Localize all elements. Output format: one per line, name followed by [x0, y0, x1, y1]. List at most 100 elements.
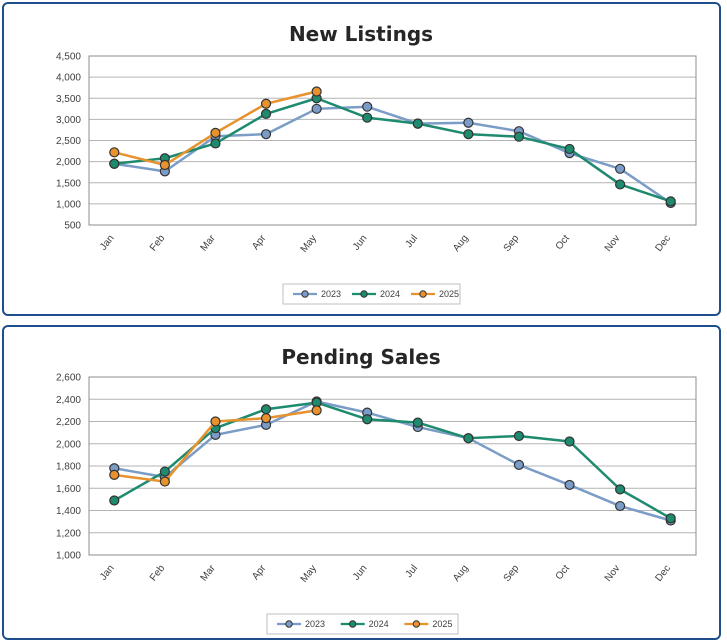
x-tick-label: May	[299, 563, 319, 585]
legend-label: 2024	[380, 289, 400, 299]
y-tick-label: 1,000	[56, 551, 81, 562]
y-tick-label: 2,200	[56, 417, 81, 428]
data-point	[362, 101, 373, 112]
y-tick-label: 2,600	[56, 373, 81, 384]
data-point	[665, 513, 676, 524]
new-listings-chart: New Listings 500 1,000 1,500 2,000 2,500 3,00…	[56, 22, 697, 305]
data-point	[109, 147, 120, 158]
legend-item-2025: 2025	[411, 289, 459, 299]
data-point	[564, 436, 575, 447]
legend-label: 2023	[305, 619, 325, 629]
x-tick-label: Sep	[502, 233, 522, 254]
x-tick-label: Jun	[351, 233, 370, 252]
legend-item-2024: 2024	[340, 619, 389, 629]
x-tick-label: Jan	[98, 233, 117, 252]
x-tick-label: Oct	[554, 233, 572, 252]
data-point	[210, 127, 221, 138]
data-point	[665, 196, 676, 207]
plot-area	[88, 376, 697, 556]
y-tick-label: 500	[64, 221, 81, 232]
x-tick-label: Feb	[148, 563, 168, 584]
data-point	[260, 98, 272, 109]
data-point	[513, 131, 525, 142]
legend-item-2024: 2024	[352, 289, 400, 299]
series-2025	[109, 86, 322, 171]
legend-label: 2023	[321, 289, 341, 299]
series-2024	[109, 93, 676, 207]
data-point	[463, 433, 474, 444]
legend-marker	[301, 290, 309, 298]
legend-marker	[412, 620, 421, 628]
legend: 2023 2024 2025	[266, 613, 459, 635]
x-tick-label: Jul	[404, 233, 421, 250]
legend-label: 2024	[369, 619, 389, 629]
y-tick-label: 1,200	[56, 528, 81, 539]
data-point	[564, 479, 575, 491]
y-tick-label: 2,500	[56, 136, 81, 147]
x-tick-label: Dec	[653, 233, 673, 254]
data-point	[513, 430, 525, 442]
y-tick-label: 1,600	[56, 484, 81, 495]
legend-item-2025: 2025	[404, 619, 452, 629]
y-axis: 1,000 1,200 1,400 1,600 1,800 2,000 2,200 2,400…	[56, 373, 81, 562]
y-tick-label: 1,800	[56, 462, 81, 473]
y-tick-label: 2,000	[56, 439, 81, 450]
data-point	[159, 466, 170, 477]
x-tick-label: Mar	[199, 233, 219, 254]
legend-marker	[348, 620, 357, 628]
legend: 2023 2024 2025	[282, 283, 461, 305]
chart-title: New Listings	[289, 22, 433, 46]
plot-area	[88, 55, 697, 226]
x-tick-label: Nov	[603, 233, 623, 254]
gridlines	[88, 55, 697, 226]
x-tick-label: Nov	[603, 563, 623, 584]
x-tick-label: Apr	[250, 563, 269, 583]
x-tick-label: Aug	[451, 233, 471, 254]
y-tick-label: 3,000	[56, 115, 81, 126]
data-point	[615, 500, 626, 512]
x-tick-label: Jul	[404, 563, 421, 580]
data-point	[260, 404, 272, 415]
data-point	[513, 459, 525, 470]
data-point	[362, 112, 373, 123]
data-point	[159, 159, 170, 171]
series-line	[113, 401, 672, 520]
x-tick-label: Jun	[351, 563, 370, 582]
chart-title: Pending Sales	[281, 345, 440, 369]
y-tick-label: 4,000	[56, 73, 81, 84]
y-tick-label: 2,000	[56, 157, 81, 168]
x-tick-label: Jan	[98, 563, 117, 582]
data-point	[159, 476, 170, 487]
legend-item-2023: 2023	[293, 289, 341, 299]
data-point	[109, 158, 120, 169]
series-line	[114, 97, 672, 203]
y-tick-label: 1,500	[56, 178, 81, 189]
data-point	[615, 484, 626, 495]
data-point	[615, 163, 626, 174]
data-point	[463, 117, 474, 128]
pending-sales-chart: Pending Sales 1,000 1,200 1,400 1,600 1,800 2…	[56, 345, 697, 635]
legend-label: 2025	[432, 619, 452, 629]
x-axis: Jan Feb Mar Apr May Jun Jul Aug Sep Oct Nov Dec	[98, 563, 673, 585]
data-point	[260, 129, 272, 140]
data-point	[412, 417, 423, 428]
x-axis: Jan Feb Mar Apr May Jun Jul Aug Sep Oct Nov Dec	[98, 233, 673, 255]
legend-item-2023: 2023	[277, 619, 325, 629]
data-point	[311, 86, 322, 97]
series-2024	[109, 397, 676, 524]
y-tick-label: 4,500	[56, 52, 81, 63]
x-tick-label: Sep	[502, 563, 522, 584]
series-line	[114, 400, 672, 522]
data-point	[564, 143, 575, 155]
data-point	[260, 413, 272, 424]
y-tick-label: 2,400	[56, 395, 81, 406]
x-tick-label: Apr	[250, 233, 269, 253]
y-tick-label: 3,500	[56, 94, 81, 105]
x-tick-label: Feb	[148, 233, 168, 254]
data-point	[412, 118, 423, 129]
y-tick-label: 1,000	[56, 199, 81, 210]
x-tick-label: Mar	[199, 563, 219, 584]
data-point	[109, 469, 120, 480]
x-tick-label: May	[299, 233, 319, 255]
data-point	[362, 414, 373, 425]
